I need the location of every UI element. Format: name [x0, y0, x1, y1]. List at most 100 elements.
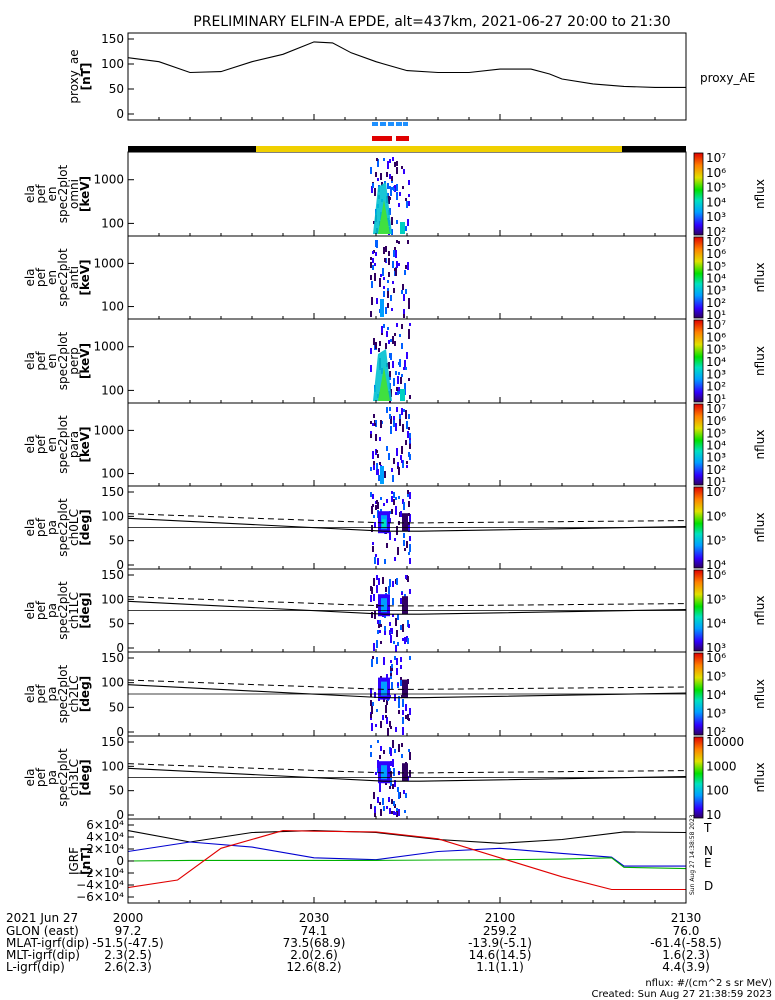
spec-pixel [375, 554, 377, 557]
cbar-tick-omni-1: 10⁶ [706, 166, 726, 180]
spec-pixel [407, 219, 409, 226]
spec-pixel [382, 798, 384, 805]
spec-pixel [394, 557, 396, 561]
spec-pixel [376, 470, 378, 475]
ephem-mlt-1: 2.0(2.6) [290, 948, 338, 962]
ylabel-perp-0: ela [23, 352, 37, 370]
ylabel-perp-1: pef [34, 351, 48, 371]
spec-pixel [377, 159, 379, 167]
spec-pixel [389, 579, 391, 587]
cbar-tick-ch3LC-1: 1000 [706, 759, 737, 773]
spec-pixel [391, 682, 393, 689]
ylabel-ch3LC-4: ch3LC [67, 759, 81, 796]
spec-pixel [371, 186, 373, 193]
spec-pixel [370, 804, 372, 809]
ylabel-omni-4: omni [67, 179, 81, 209]
spectrogram-perp [370, 323, 411, 403]
spec-pixel [388, 272, 390, 277]
cbar-tick-para-3: 10⁴ [706, 439, 726, 453]
ephem-l-1: 12.6(8.2) [286, 960, 341, 974]
frame-igrf [127, 818, 687, 904]
cbar-tick-anti-5: 10² [706, 296, 726, 310]
spec-pixel [409, 454, 411, 460]
ytick-igrf-5: −4×10⁴ [76, 878, 124, 892]
spec-pixel [374, 522, 376, 528]
cbar-tick-anti-1: 10⁶ [706, 247, 726, 261]
spec-pixel [389, 786, 391, 789]
spec-pixel [370, 595, 372, 602]
spec-pixel [377, 558, 379, 565]
ephem-glon-3: 76.0 [673, 924, 700, 938]
spec-pixel [398, 372, 400, 375]
spec-pixel [390, 726, 392, 729]
ylabel-ch1LC-4: ch1LC [67, 592, 81, 629]
spec-pixel [385, 343, 387, 349]
cbar-label-perp: nflux [753, 346, 767, 376]
ylabel-ch0LC-2: pa [45, 520, 59, 535]
status-bar-black-left [128, 146, 256, 152]
spec-pixel [378, 624, 380, 628]
xaxis-tick-2100: 2100 [485, 911, 516, 925]
spec-pixel [402, 499, 404, 504]
spec-pixel [377, 797, 379, 803]
spec-pixel [374, 692, 376, 698]
cbar-tick-ch3LC-0: 10000 [706, 735, 744, 749]
cbar-tick-ch2LC-0: 10⁶ [706, 651, 726, 665]
spec-pixel [396, 578, 398, 585]
spec-pixel [407, 714, 409, 720]
spec-pixel [400, 598, 402, 604]
ytick-para-1: 100 [101, 467, 124, 481]
spec-pixel [370, 586, 372, 591]
cbar-tick-anti-3: 10⁴ [706, 272, 726, 286]
spec-pixel [388, 258, 390, 265]
ylabel-anti-1: pef [34, 267, 48, 287]
ytick-ch1LC-3: 0 [116, 641, 124, 655]
spec-pixel [389, 371, 391, 377]
spec-pixel [378, 475, 380, 481]
cbar-label-omni: nflux [753, 179, 767, 209]
cbar-label-ch2LC: nflux [753, 679, 767, 709]
ylabel-igrf-1: [nT] [79, 847, 93, 875]
spec-pixel [392, 598, 394, 605]
ylabel-ch3LC-5: [deg] [78, 759, 92, 795]
spec-pixel [383, 286, 385, 289]
spec-pixel [389, 159, 391, 163]
spec-pixel [391, 811, 393, 814]
ephem-mlat-2: -13.9(-5.1) [468, 936, 532, 950]
spec-pixel [374, 188, 376, 196]
spec-pixel [375, 772, 377, 775]
spec-pixel [372, 702, 374, 706]
spec-pixel [379, 783, 381, 786]
spec-pixel [390, 635, 392, 643]
ylabel-ch0LC-1: pef [34, 517, 48, 537]
spec-pixel [405, 289, 407, 294]
ephem-l-3: 4.4(3.9) [662, 960, 710, 974]
ephem-mlt-2: 14.6(14.5) [469, 948, 532, 962]
spec-pixel [383, 806, 385, 811]
spec-pixel [375, 724, 377, 727]
spec-pixel [400, 625, 402, 630]
spec-pixel [374, 273, 376, 280]
spec-pixel [396, 448, 398, 456]
ylabel-para-3: spec2plot [56, 415, 70, 474]
spec-pixel [397, 466, 399, 469]
blue-segment-3 [388, 122, 394, 126]
cbar-tick-omni-3: 10⁴ [706, 195, 726, 209]
spec-pixel [406, 541, 408, 548]
colorbar-omni [693, 152, 704, 236]
ylabel-ch2LC-2: pa [45, 687, 59, 702]
spec-pixel [379, 784, 381, 792]
spec-pixel [405, 226, 407, 231]
spec-pixel [375, 172, 377, 177]
ephem-mlat-1: 73.5(68.9) [283, 936, 346, 950]
ephem-mlt-0: 2.3(2.5) [104, 948, 152, 962]
spec-pixel [381, 326, 383, 333]
spec-pixel [377, 454, 379, 458]
spec-pixel [407, 262, 409, 270]
spec-pixel [408, 749, 410, 752]
ephem-mlat-0: -51.5(-47.5) [92, 936, 163, 950]
ylabel-para-4: para [67, 431, 81, 458]
spec-pixel [408, 624, 410, 628]
spec-pixel [395, 268, 397, 276]
